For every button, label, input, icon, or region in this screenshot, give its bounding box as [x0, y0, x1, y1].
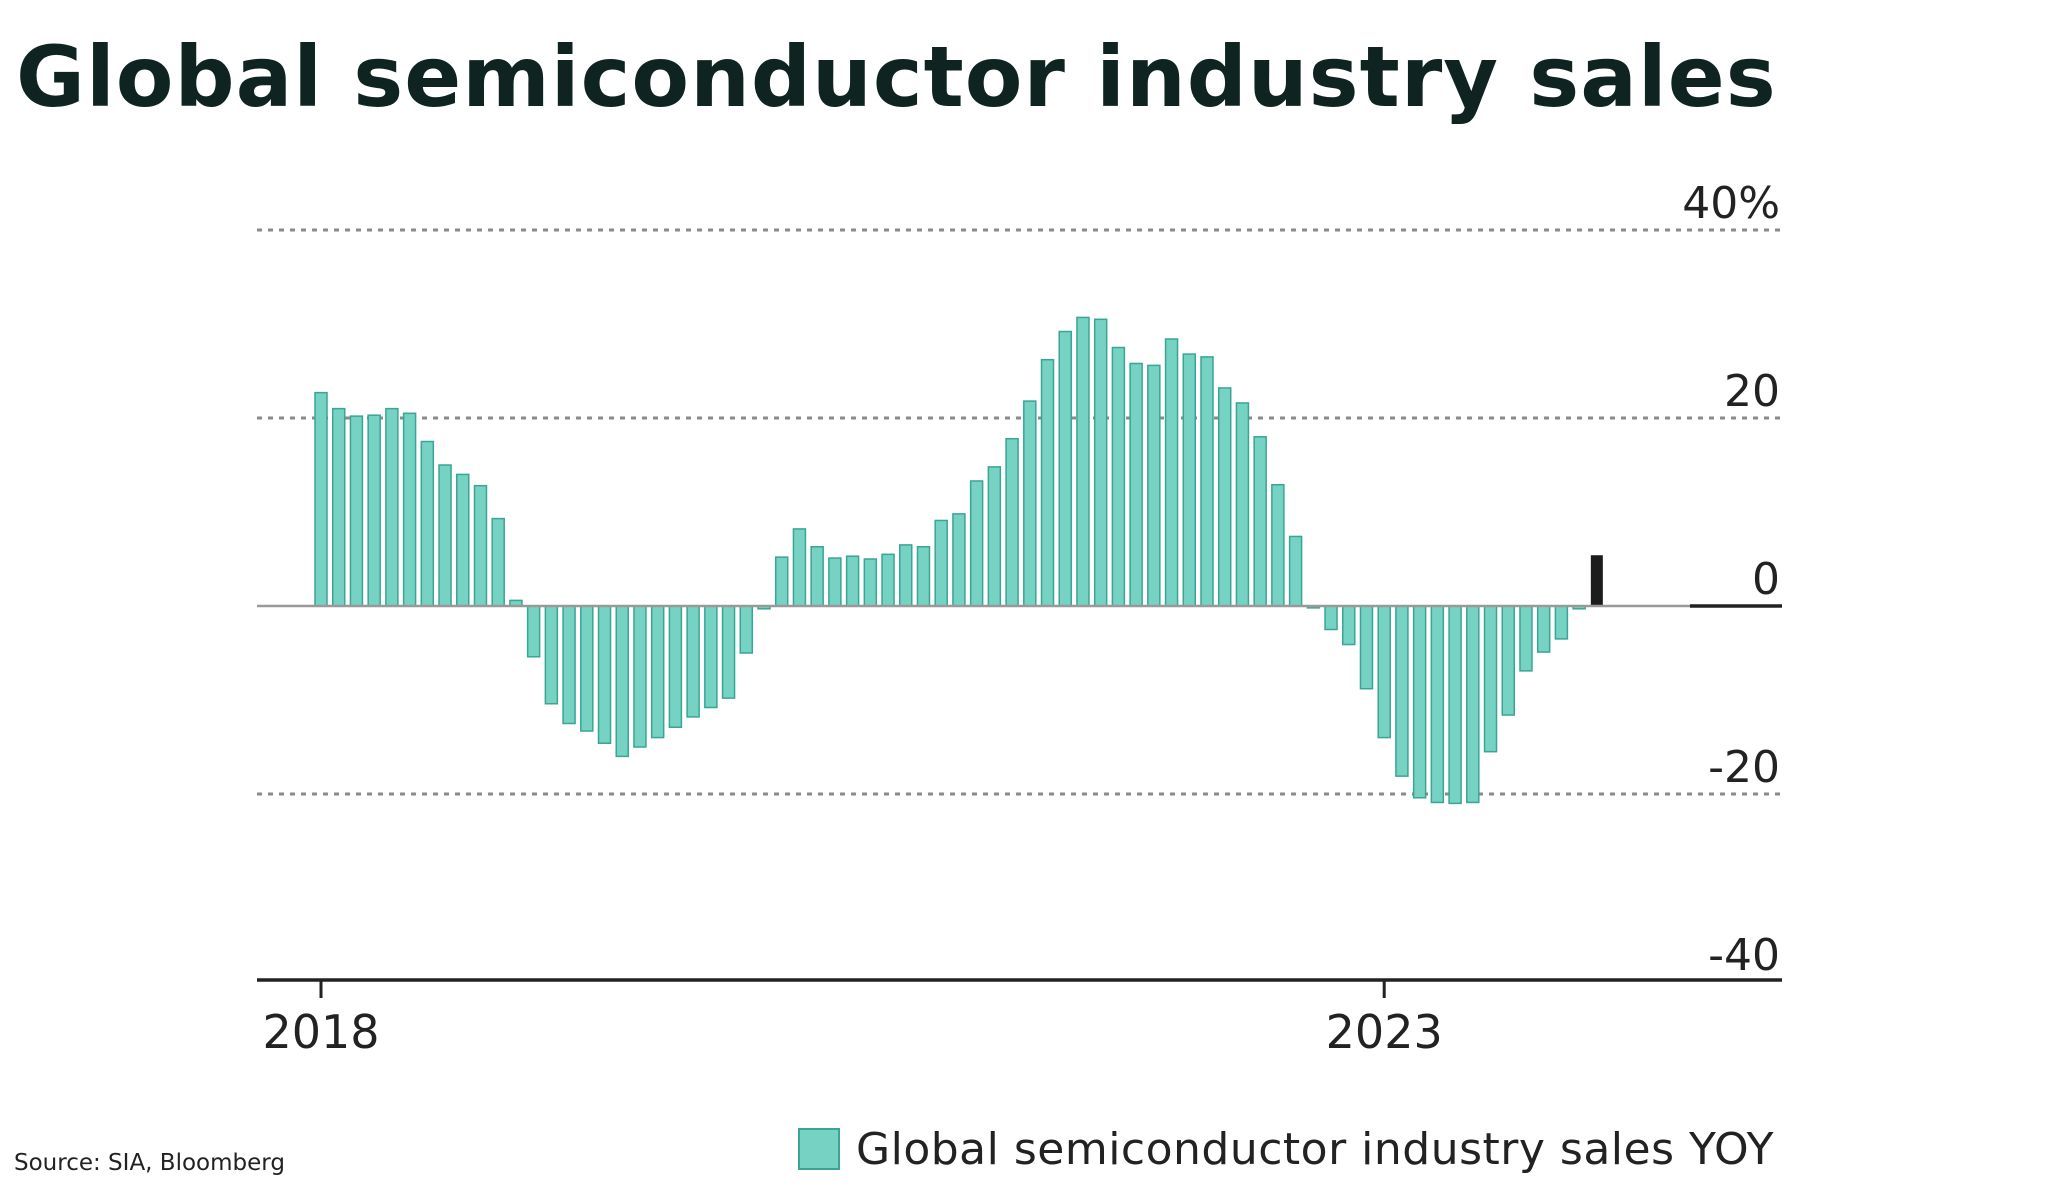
bar — [1217, 387, 1232, 607]
bar — [562, 605, 576, 725]
bar — [1448, 605, 1462, 805]
bar — [438, 464, 452, 607]
bar — [597, 605, 612, 744]
gridlines — [257, 228, 1782, 796]
bar — [331, 407, 346, 607]
bar — [863, 558, 878, 607]
bar — [792, 528, 807, 607]
bar — [1093, 318, 1108, 607]
bar — [774, 556, 789, 607]
bar — [704, 605, 718, 709]
bar — [1023, 400, 1037, 607]
bar — [1519, 605, 1533, 672]
bar — [402, 412, 417, 607]
bar — [526, 605, 541, 658]
bar — [828, 557, 842, 607]
legend-label: Global semiconductor industry sales YOY — [856, 1123, 1775, 1175]
bar — [615, 605, 629, 758]
bar — [1129, 362, 1143, 607]
bar — [1111, 346, 1126, 607]
bar — [1058, 330, 1072, 607]
page-title: Global semiconductor industry sales — [16, 28, 1777, 126]
bar — [473, 484, 488, 607]
bar — [934, 519, 948, 607]
bar — [1005, 437, 1019, 607]
bar — [1288, 535, 1303, 607]
bar — [881, 553, 895, 607]
bar — [1483, 605, 1498, 753]
bar — [1466, 605, 1480, 804]
x-tick-label: 2018 — [262, 1005, 379, 1059]
bar — [899, 544, 913, 607]
bar — [1182, 353, 1197, 607]
bar — [1200, 356, 1214, 607]
bars — [314, 316, 1603, 805]
bar — [1342, 605, 1356, 646]
bar — [580, 605, 594, 732]
bar — [650, 605, 665, 739]
bar — [544, 605, 559, 705]
bar — [633, 605, 647, 748]
x-tick-label: 2023 — [1326, 1005, 1443, 1059]
bar — [1076, 316, 1090, 607]
y-tick-label: 20 — [1724, 366, 1780, 417]
y-tick-label: 40% — [1682, 178, 1780, 229]
bar — [349, 415, 364, 607]
bar — [1164, 338, 1179, 607]
bar — [456, 473, 470, 607]
bar — [1271, 483, 1285, 607]
tick-labels: 2018 2023 40% 20 0 -20 -40 — [262, 178, 1780, 1059]
bar — [1536, 605, 1551, 653]
bar — [1324, 605, 1338, 631]
source-note: Source: SIA, Bloomberg — [14, 1150, 285, 1176]
bar — [1040, 358, 1055, 607]
bar — [1430, 605, 1445, 804]
axes — [257, 604, 1782, 998]
bar — [686, 605, 700, 718]
legend: Global semiconductor industry sales YOY — [798, 1123, 1775, 1175]
y-tick-label: -40 — [1708, 930, 1780, 981]
bar — [1501, 605, 1515, 716]
bar — [1377, 605, 1391, 739]
y-tick-label: -20 — [1708, 742, 1780, 793]
bar — [969, 480, 984, 607]
bar — [1395, 605, 1409, 777]
bar — [1235, 402, 1250, 607]
legend-swatch — [798, 1128, 840, 1170]
bar — [1412, 605, 1427, 799]
bar — [845, 555, 860, 607]
latest-bar — [1590, 555, 1603, 606]
y-tick-label: 0 — [1752, 554, 1780, 605]
bar — [1554, 605, 1569, 640]
bar — [952, 513, 966, 607]
bar — [1359, 605, 1374, 690]
bar — [1253, 436, 1267, 607]
bar — [668, 605, 683, 729]
bar — [987, 466, 1002, 607]
bar — [420, 440, 435, 607]
bar — [721, 605, 736, 699]
bar — [491, 517, 505, 607]
bar — [314, 391, 328, 607]
bar — [810, 546, 824, 607]
bar — [385, 407, 399, 607]
bar — [1147, 364, 1161, 607]
bar — [739, 605, 754, 654]
bar — [367, 414, 381, 607]
bar — [916, 546, 931, 607]
